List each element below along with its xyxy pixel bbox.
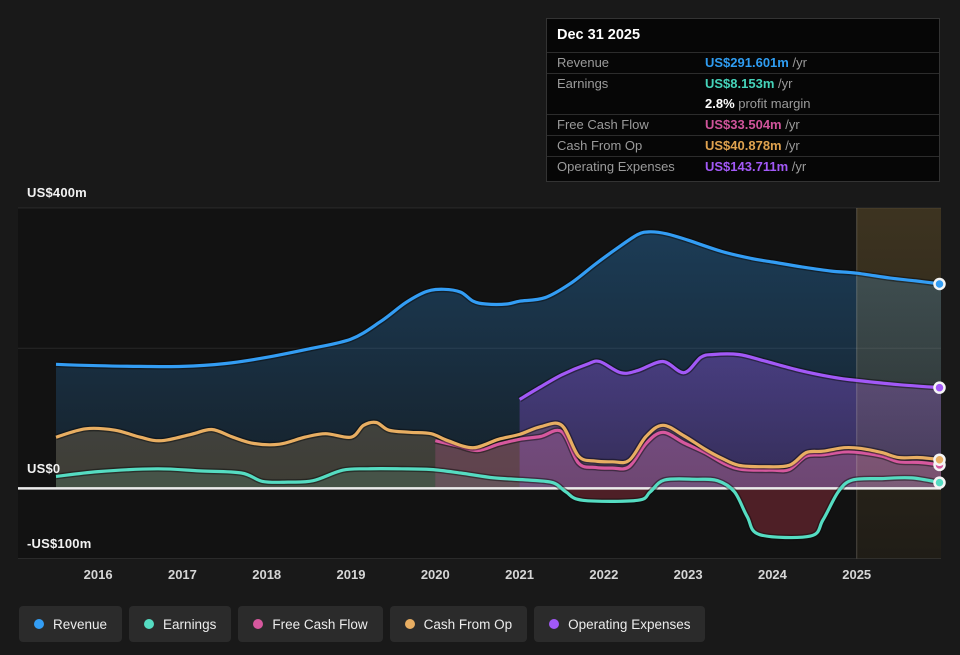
tooltip-row-earnings: Earnings US$8.153m /yr bbox=[547, 73, 939, 94]
earnings-legend-dot bbox=[144, 619, 155, 629]
legend-item-label: Operating Expenses bbox=[568, 616, 691, 632]
legend-item-earnings[interactable]: Earnings bbox=[129, 606, 232, 642]
operating-expenses-area bbox=[519, 353, 941, 489]
x-axis-tick-2025: 2025 bbox=[842, 567, 872, 582]
x-axis-tick-2020: 2020 bbox=[420, 567, 450, 582]
financials-chart[interactable] bbox=[0, 0, 960, 600]
tooltip-row-label: Operating Expenses bbox=[557, 159, 675, 174]
earnings-negative-area bbox=[56, 488, 941, 538]
tooltip-row-label: Revenue bbox=[557, 55, 610, 70]
tooltip-row-revenue: Revenue US$291.601m /yr bbox=[547, 52, 939, 73]
earnings-line[interactable] bbox=[55, 467, 942, 540]
tooltip-date: Dec 31 2025 bbox=[557, 27, 641, 43]
cash-from-op-end-dot[interactable] bbox=[933, 453, 946, 466]
tooltip-row-label: Earnings bbox=[557, 76, 609, 91]
operating-expenses-end-dot[interactable] bbox=[933, 381, 946, 394]
legend-item-operating-expenses[interactable]: Operating Expenses bbox=[534, 606, 706, 642]
x-axis-tick-2022: 2022 bbox=[589, 567, 619, 582]
chart-tooltip: Dec 31 2025 Revenue US$291.601m /yr Earnin… bbox=[546, 18, 940, 182]
y-axis-label-0: US$0 bbox=[27, 461, 61, 476]
x-axis-tick-2023: 2023 bbox=[673, 567, 703, 582]
free-cash-flow-line[interactable] bbox=[434, 428, 942, 473]
x-axis-tick-2019: 2019 bbox=[336, 567, 366, 582]
tooltip-row-cash-from-op: Cash From Op US$40.878m /yr bbox=[547, 135, 939, 156]
operating-expenses-line[interactable] bbox=[518, 352, 942, 401]
tooltip-row-value: 2.8% profit margin bbox=[705, 96, 811, 111]
x-axis-tick-2021: 2021 bbox=[505, 567, 535, 582]
free-cash-flow-legend-dot bbox=[253, 619, 264, 629]
legend-item-label: Free Cash Flow bbox=[272, 616, 368, 632]
x-axis-tick-2016: 2016 bbox=[83, 567, 113, 582]
x-axis-tick-2018: 2018 bbox=[252, 567, 282, 582]
chart-legend: Revenue Earnings Free Cash Flow Cash From O… bbox=[19, 606, 706, 642]
tooltip-row-free-cash-flow: Free Cash Flow US$33.504m /yr bbox=[547, 114, 939, 135]
tooltip-row-value: US$33.504m /yr bbox=[705, 117, 800, 132]
legend-item-label: Cash From Op bbox=[423, 616, 513, 632]
legend-item-revenue[interactable]: Revenue bbox=[19, 606, 123, 642]
y-axis-label-400m: US$400m bbox=[27, 185, 87, 200]
tooltip-row-label: Free Cash Flow bbox=[557, 117, 649, 132]
tooltip-row-value: US$291.601m /yr bbox=[705, 55, 807, 70]
tooltip-row-value: US$143.711m /yr bbox=[705, 159, 807, 174]
revenue-line[interactable] bbox=[55, 230, 942, 369]
x-axis-tick-2017: 2017 bbox=[167, 567, 197, 582]
legend-item-label: Earnings bbox=[163, 616, 217, 632]
tooltip-row-label: Cash From Op bbox=[557, 138, 643, 153]
legend-item-cash-from-op[interactable]: Cash From Op bbox=[389, 606, 528, 642]
cash-from-op-line[interactable] bbox=[55, 420, 942, 469]
tooltip-row-value: US$40.878m /yr bbox=[705, 138, 800, 153]
legend-item-free-cash-flow[interactable]: Free Cash Flow bbox=[238, 606, 383, 642]
cash-from-op-legend-dot bbox=[404, 619, 415, 629]
legend-item-label: Revenue bbox=[53, 616, 108, 632]
earnings-end-dot[interactable] bbox=[933, 476, 946, 489]
operating-expenses-legend-dot bbox=[549, 619, 560, 629]
tooltip-row-value: US$8.153m /yr bbox=[705, 76, 793, 91]
revenue-legend-dot bbox=[34, 619, 44, 629]
y-axis-label-neg100m: -US$100m bbox=[27, 536, 92, 551]
tooltip-row-operating-expenses: Operating Expenses US$143.711m /yr bbox=[547, 156, 939, 177]
revenue-end-dot[interactable] bbox=[933, 277, 946, 291]
x-axis-tick-2024: 2024 bbox=[757, 567, 787, 582]
tooltip-row-profit-margin: 2.8% profit margin bbox=[547, 94, 939, 114]
